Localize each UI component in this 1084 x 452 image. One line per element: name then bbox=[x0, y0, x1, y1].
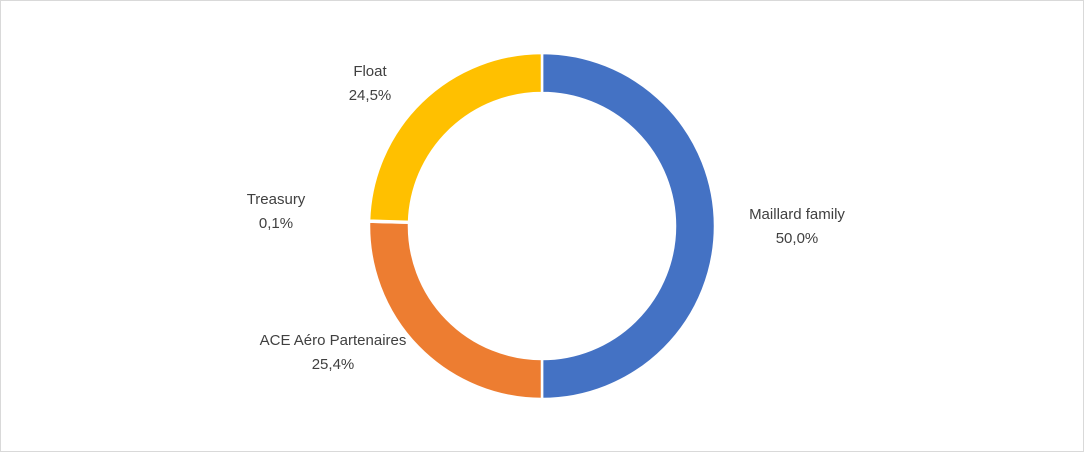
donut-slice bbox=[540, 51, 717, 401]
slice-label: Float bbox=[353, 63, 387, 80]
value-label: 50,0% bbox=[776, 230, 819, 247]
value-label: 0,1% bbox=[259, 215, 293, 232]
donut-slice bbox=[367, 51, 544, 224]
slice-label: Treasury bbox=[247, 191, 306, 208]
value-label: 25,4% bbox=[312, 356, 355, 373]
slice-label: ACE Aéro Partenaires bbox=[260, 332, 407, 349]
value-label: 24,5% bbox=[349, 87, 392, 104]
slice-label: Maillard family bbox=[749, 206, 845, 223]
